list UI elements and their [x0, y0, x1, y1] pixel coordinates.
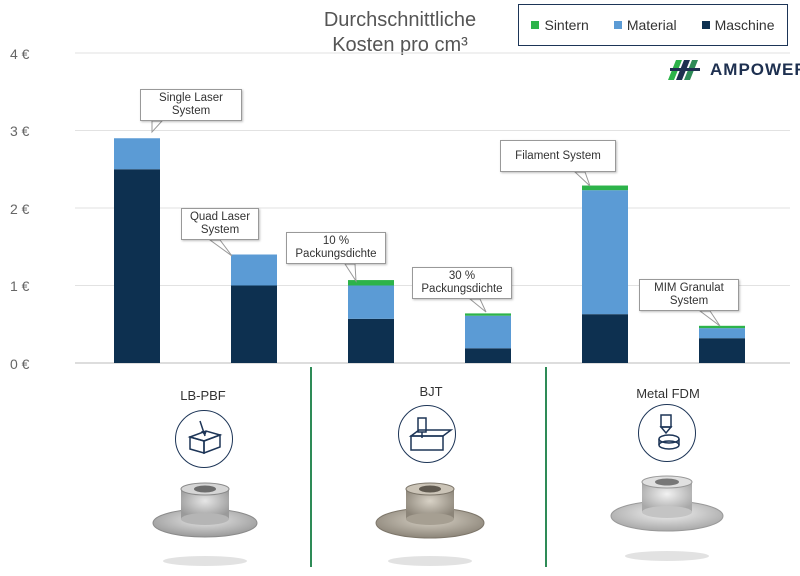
laser-powder-bed-icon: [175, 410, 233, 468]
y-tick-4: 4 €: [10, 46, 30, 62]
bar-material-1: [231, 254, 277, 286]
callout-line1: 30 %: [448, 270, 476, 282]
bar-maschine-5: [699, 338, 745, 363]
callout-pointer-3: [468, 298, 487, 313]
callout-line2: System: [200, 224, 240, 236]
callout-pointer-0: [151, 120, 164, 134]
bar-material-3: [465, 315, 511, 349]
bar-sintern-2: [348, 280, 394, 286]
binder-jetting-icon: [398, 405, 456, 463]
callout-pointer-5: [698, 310, 721, 327]
y-tick-3: 3 €: [10, 123, 30, 139]
callout-line1: Single Laser: [159, 92, 223, 104]
bar-material-2: [348, 285, 394, 319]
callout-pointer-1: [208, 239, 233, 257]
callout-line2: Packungsdichte: [295, 248, 377, 260]
callout-10-packungsdichte: 10 % Packungsdichte: [286, 232, 386, 264]
group-divider-1: [310, 367, 312, 567]
legend-swatch-material: [613, 21, 622, 29]
logo-text: AMPOWER: [710, 60, 800, 79]
callout-line2: System: [171, 105, 211, 117]
chart-legend: Sintern Material Maschine: [518, 4, 788, 46]
bar-sintern-5: [699, 325, 745, 329]
legend-item-sintern: Sintern: [531, 17, 589, 33]
bar-material-5: [699, 328, 745, 339]
bar-maschine-1: [231, 285, 277, 363]
bjt-part-image: [375, 482, 485, 566]
group-label-bjt: BJT: [419, 384, 443, 399]
callout-line1: Filament System: [515, 149, 601, 162]
callout-pointer-2: [344, 263, 357, 283]
bar-material-4: [582, 190, 628, 315]
bar-sintern-3: [465, 313, 511, 316]
group-label-lbpbf: LB-PBF: [180, 388, 226, 403]
chart-title-line2: Kosten pro cm³: [332, 34, 468, 56]
chart-title: Durchschnittliche Kosten pro cm³: [290, 8, 510, 58]
legend-item-material: Material: [613, 17, 677, 33]
legend-item-maschine: Maschine: [701, 17, 775, 33]
y-tick-0: 0 €: [10, 356, 30, 372]
chart-title-line1: Durchschnittliche: [323, 9, 477, 31]
callout-line1: Quad Laser: [189, 211, 251, 223]
metal-fdm-part-image: [610, 475, 724, 561]
legend-label-sintern: Sintern: [544, 17, 589, 33]
callout-filament-system: Filament System: [500, 140, 616, 172]
bar-material-0: [114, 138, 160, 170]
group-label-metal-fdm: Metal FDM: [636, 386, 700, 401]
legend-swatch-maschine: [701, 21, 710, 29]
group-divider-2: [545, 367, 547, 567]
callout-30-packungsdichte: 30 % Packungsdichte: [412, 267, 512, 299]
lbpbf-part-image: [152, 482, 258, 566]
ampower-logo-icon: [668, 60, 700, 80]
callout-mim-granulat: MIM Granulat System: [639, 279, 739, 311]
callout-line1: 10 %: [322, 235, 350, 247]
legend-label-maschine: Maschine: [714, 17, 775, 33]
bar-maschine-2: [348, 318, 394, 363]
callout-line1: MIM Granulat: [654, 282, 724, 294]
callout-single-laser: Single Laser System: [140, 89, 242, 121]
bar-maschine-0: [114, 169, 160, 363]
callout-line2: Packungsdichte: [421, 283, 503, 295]
legend-swatch-sintern: [531, 21, 540, 29]
callout-pointer-4: [573, 171, 591, 187]
callout-line2: System: [669, 295, 709, 307]
legend-label-material: Material: [626, 17, 677, 33]
callout-quad-laser: Quad Laser System: [181, 208, 259, 240]
bar-sintern-4: [582, 185, 628, 191]
metal-fdm-nozzle-icon: [638, 404, 696, 462]
bar-maschine-4: [582, 314, 628, 363]
bar-maschine-3: [465, 348, 511, 363]
y-tick-2: 2 €: [10, 201, 30, 217]
y-tick-1: 1 €: [10, 278, 30, 294]
ampower-logo: AMPOWER: [668, 60, 800, 80]
